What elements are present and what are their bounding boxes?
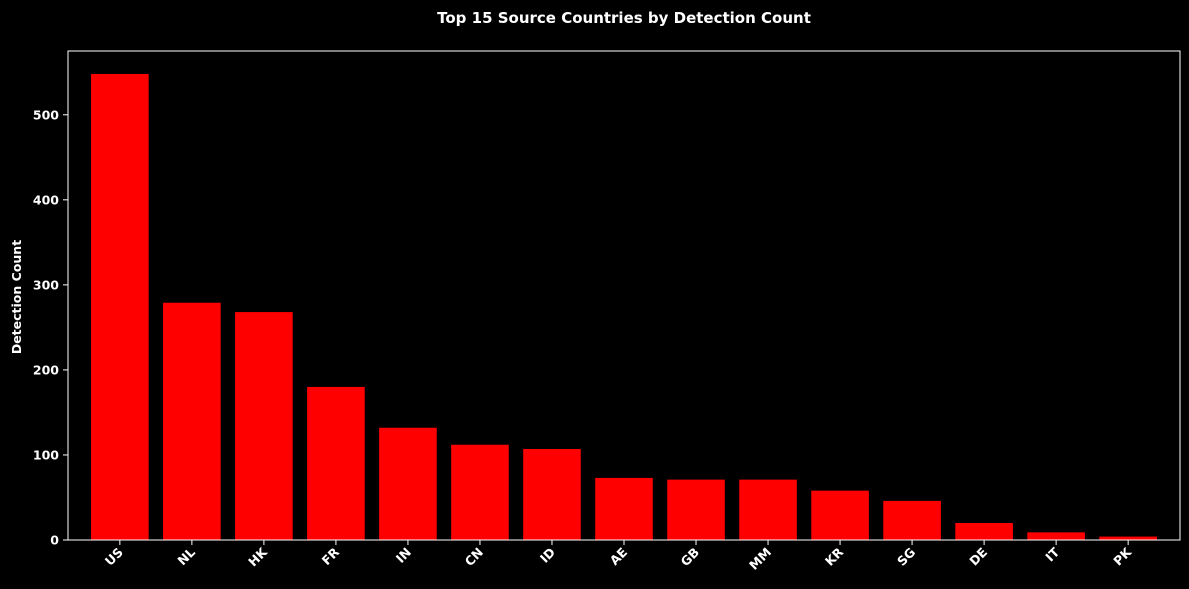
x-tick-label-mm: MM: [746, 545, 774, 573]
y-axis-ticks: 0 100 200 300 400 500: [33, 107, 68, 548]
x-tick-label-nl: NL: [174, 544, 198, 568]
y-tick-label: 100: [33, 447, 59, 462]
x-tick-label-sg: SG: [894, 545, 918, 569]
x-tick-label-fr: FR: [319, 544, 343, 568]
x-tick-label-gb: GB: [678, 545, 703, 570]
x-tick-label-de: DE: [966, 545, 990, 569]
plot-frame: [67, 50, 1181, 541]
x-tick-label-cn: CN: [462, 545, 486, 569]
x-tick-label-it: IT: [1042, 544, 1062, 564]
x-axis-ticks: US NL HK FR IN CN ID AE GB MM KR SG DE IT PK: [102, 540, 1135, 573]
y-axis-label: Detection Count: [9, 240, 24, 354]
x-tick-label-ae: AE: [607, 545, 630, 568]
bar-mm: [739, 479, 797, 540]
bar-pk: [1099, 536, 1157, 540]
bar-id: [523, 449, 581, 540]
y-tick-label: 300: [33, 277, 59, 292]
x-tick-label-kr: KR: [822, 544, 847, 569]
bar-hk: [235, 312, 293, 540]
bar-gb: [667, 479, 725, 540]
bar-sg: [883, 500, 941, 540]
y-tick-label: 0: [50, 533, 59, 548]
bar-fr: [307, 386, 365, 540]
bar-nl: [163, 302, 221, 540]
bars-group: [91, 73, 1157, 541]
chart-title: Top 15 Source Countries by Detection Cou…: [437, 9, 811, 27]
bar-kr: [811, 490, 869, 540]
x-tick-label-id: ID: [537, 545, 558, 566]
x-tick-label-us: US: [102, 545, 126, 569]
y-tick-label: 200: [33, 362, 59, 377]
y-tick-label: 400: [33, 192, 59, 207]
bar-de: [955, 522, 1013, 540]
bar-it: [1027, 532, 1085, 540]
bar-cn: [451, 444, 509, 540]
bar-in: [379, 427, 437, 540]
x-tick-label-hk: HK: [245, 544, 271, 570]
bar-us: [91, 73, 149, 541]
x-tick-label-in: IN: [393, 545, 414, 566]
y-tick-label: 500: [33, 107, 59, 122]
x-tick-label-pk: PK: [1110, 544, 1135, 569]
bar-ae: [595, 477, 653, 540]
